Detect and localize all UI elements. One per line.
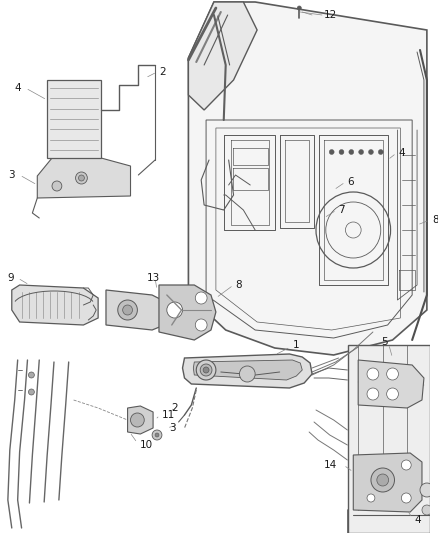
Text: 13: 13 [147, 273, 160, 283]
Circle shape [371, 468, 395, 492]
Circle shape [329, 149, 334, 155]
Text: 4: 4 [399, 148, 405, 158]
Text: 4: 4 [414, 515, 421, 525]
Circle shape [359, 149, 364, 155]
Circle shape [203, 367, 209, 373]
Text: 6: 6 [347, 177, 354, 187]
Polygon shape [47, 80, 101, 158]
Text: 7: 7 [339, 205, 345, 215]
Text: 2: 2 [172, 403, 178, 413]
Circle shape [200, 364, 212, 376]
Polygon shape [106, 290, 172, 330]
Circle shape [167, 302, 183, 318]
Text: 11: 11 [162, 410, 175, 420]
Text: 10: 10 [139, 440, 152, 450]
Circle shape [339, 149, 344, 155]
Text: 14: 14 [324, 460, 337, 470]
Circle shape [152, 430, 162, 440]
Circle shape [196, 360, 216, 380]
Circle shape [378, 149, 383, 155]
Circle shape [422, 505, 432, 515]
Polygon shape [188, 2, 257, 110]
Circle shape [118, 300, 138, 320]
Circle shape [28, 389, 34, 395]
Text: 3: 3 [8, 170, 14, 180]
Polygon shape [37, 158, 131, 198]
Circle shape [78, 175, 85, 181]
Polygon shape [193, 360, 302, 380]
Polygon shape [12, 285, 98, 325]
Circle shape [195, 319, 207, 331]
Circle shape [195, 292, 207, 304]
Polygon shape [353, 453, 422, 512]
Circle shape [52, 181, 62, 191]
Circle shape [367, 494, 375, 502]
Circle shape [28, 372, 34, 378]
Polygon shape [348, 345, 430, 533]
Polygon shape [188, 2, 427, 355]
Text: 12: 12 [324, 10, 337, 20]
Polygon shape [159, 285, 216, 340]
Circle shape [368, 149, 374, 155]
Text: 1: 1 [293, 340, 299, 350]
Circle shape [401, 493, 411, 503]
Circle shape [349, 149, 354, 155]
Circle shape [76, 172, 87, 184]
Circle shape [367, 368, 379, 380]
Text: 9: 9 [8, 273, 14, 283]
Circle shape [367, 388, 379, 400]
Text: 8: 8 [236, 280, 242, 290]
Circle shape [123, 305, 132, 315]
Polygon shape [358, 360, 424, 408]
Circle shape [401, 460, 411, 470]
Text: 2: 2 [159, 67, 166, 77]
Text: 8: 8 [432, 215, 438, 225]
Circle shape [377, 474, 389, 486]
Circle shape [131, 413, 144, 427]
Circle shape [387, 388, 399, 400]
Text: 5: 5 [381, 337, 387, 347]
Circle shape [387, 368, 399, 380]
Circle shape [420, 483, 434, 497]
Circle shape [155, 433, 159, 437]
Circle shape [240, 366, 255, 382]
Polygon shape [127, 406, 153, 434]
Polygon shape [183, 354, 312, 388]
Text: 3: 3 [169, 423, 175, 433]
Circle shape [297, 6, 301, 10]
Text: 4: 4 [15, 83, 21, 93]
